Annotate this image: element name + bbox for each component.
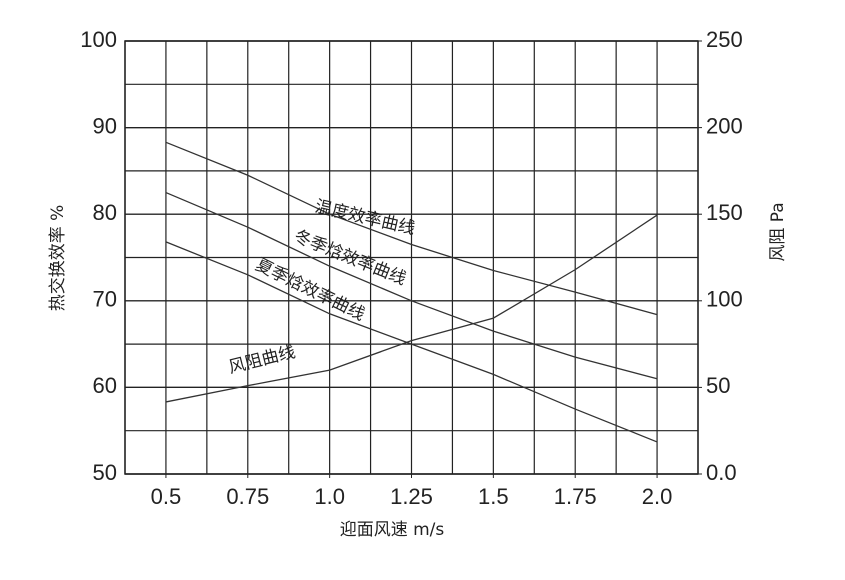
series-line	[165, 241, 658, 443]
y2-tick-label: 50	[706, 373, 730, 398]
series-label: 温度效率曲线	[313, 197, 417, 239]
y2-tick-label: 250	[706, 27, 743, 52]
x-tick-label: 0.75	[226, 484, 269, 509]
y2-tick-label: 100	[706, 287, 743, 312]
y-tick-label: 100	[80, 27, 117, 52]
x-axis-label: 迎面风速 m/s	[340, 520, 445, 540]
x-tick-label: 1.5	[478, 484, 509, 509]
y2-axis-label: 风阻 Pa	[768, 202, 788, 261]
series-line	[165, 214, 658, 403]
x-tick-label: 2.0	[642, 484, 673, 509]
y-tick-label: 70	[93, 287, 117, 312]
series-line	[165, 191, 658, 380]
x-tick-label: 1.25	[390, 484, 433, 509]
x-tick-label: 0.5	[151, 484, 182, 509]
y-tick-label: 90	[93, 113, 117, 138]
y-axis-label: 热交换效率 %	[48, 205, 68, 312]
series-label: 风阻曲线	[227, 342, 298, 378]
y2-tick-label: 200	[706, 113, 743, 138]
y2-tick-label: 150	[706, 200, 743, 225]
y-tick-label: 80	[93, 200, 117, 225]
y-tick-label: 60	[93, 373, 117, 398]
x-tick-label: 1.75	[554, 484, 597, 509]
plot-frame	[124, 40, 699, 475]
series-line	[165, 141, 658, 316]
y2-tick-label: 0.0	[706, 460, 737, 485]
x-tick-label: 1.0	[314, 484, 345, 509]
y-tick-label: 50	[93, 460, 117, 485]
